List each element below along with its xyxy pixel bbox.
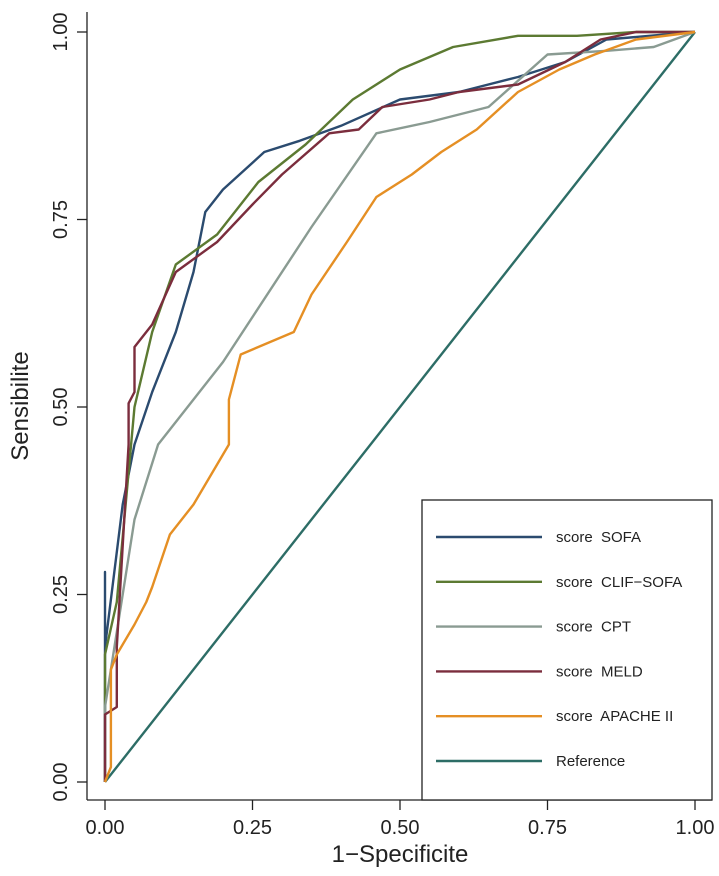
series-line-reference <box>104 31 696 783</box>
y-tick-label: 0.25 <box>50 575 72 614</box>
ticks: 0.00 0.25 0.50 0.75 1.00 0.00 0.25 0.50 0.75 1.00 <box>50 13 714 839</box>
x-tick-label: 0.50 <box>381 817 420 839</box>
legend-label: score CLIF−SOFA <box>556 574 682 591</box>
series-line-score-sofa <box>103 30 696 782</box>
y-tick-label: 0.00 <box>50 763 72 802</box>
legend-label: score CPT <box>556 619 631 636</box>
x-axis-title: 1−Specificite <box>332 841 469 868</box>
y-axis-title: Sensibilite <box>7 351 34 460</box>
series-layer <box>103 30 696 783</box>
y-tick-label: 1.00 <box>50 13 72 52</box>
legend-label: score APACHE II <box>556 708 673 725</box>
series-line-score-apache-ii <box>103 30 696 783</box>
x-tick-label: 0.75 <box>528 817 567 839</box>
legend-label: Reference <box>556 753 625 770</box>
y-tick-label: 0.75 <box>50 200 72 239</box>
x-tick-label: 0.25 <box>233 817 272 839</box>
legend-label: score MELD <box>556 663 643 680</box>
legend-box <box>421 499 713 801</box>
series-line-score-meld <box>103 30 695 782</box>
y-tick-label: 0.50 <box>50 388 72 427</box>
x-tick-label: 0.00 <box>86 817 125 839</box>
x-tick-label: 1.00 <box>676 817 715 839</box>
legend-label: score SOFA <box>556 529 641 546</box>
legend: score SOFA score CLIF−SOFA score CPT score … <box>421 499 713 801</box>
